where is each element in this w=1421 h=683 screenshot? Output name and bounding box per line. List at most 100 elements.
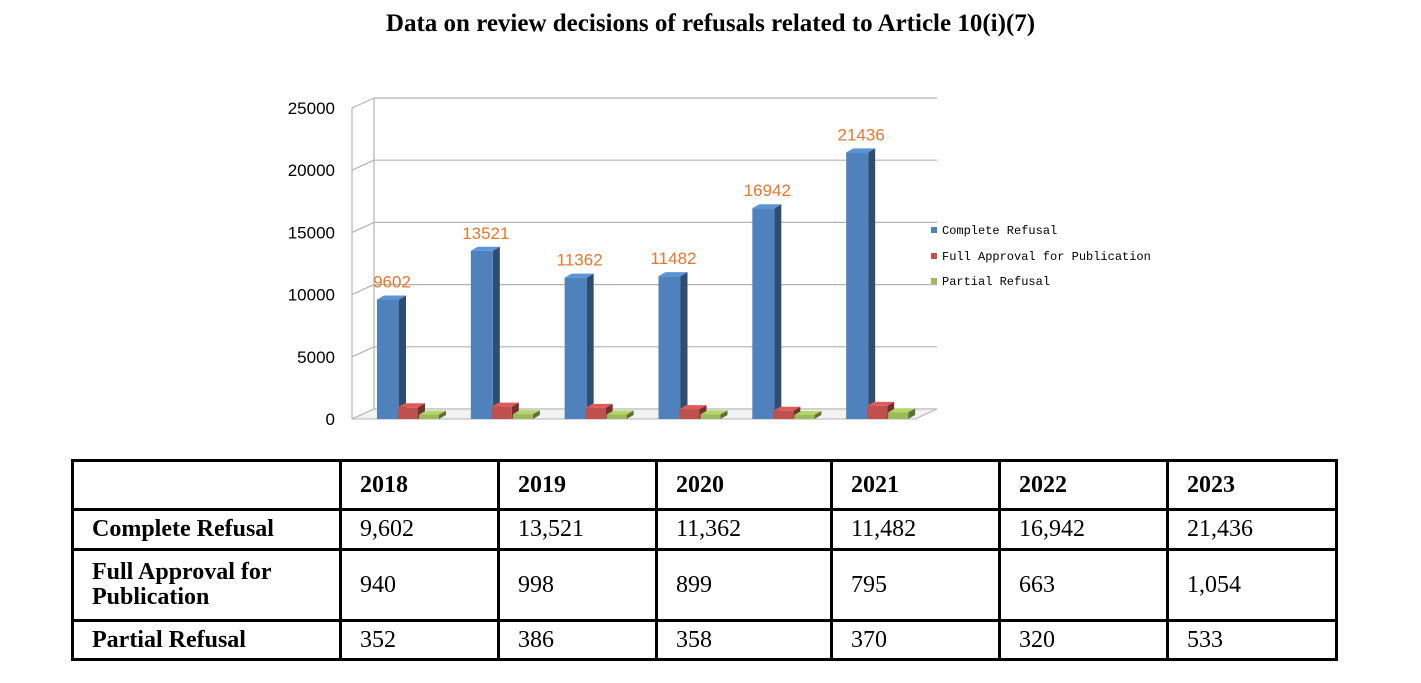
bar-top: [512, 410, 540, 415]
table-row: Partial Refusal 352 386 358 370 320 533: [71, 619, 1338, 661]
data-label: 16942: [744, 181, 791, 200]
bar: [585, 407, 606, 419]
bar: [846, 152, 869, 419]
legend-marker: [931, 253, 937, 259]
table-header-cell: 2018: [339, 459, 500, 511]
bar-top: [419, 410, 446, 415]
chart-title: Data on review decisions of refusals rel…: [385, 10, 1036, 37]
bar: [679, 409, 700, 419]
legend-marker: [931, 278, 937, 284]
y-tick-label: 0: [326, 410, 335, 429]
gridline-depth: [351, 346, 375, 358]
table-header-cell: 2022: [998, 459, 1169, 511]
bar-top: [846, 148, 876, 153]
bar-side: [532, 410, 540, 419]
table-cell: 11,362: [655, 508, 833, 551]
table-cell: 13,521: [497, 508, 658, 551]
bar-top: [888, 408, 916, 413]
data-label: 13521: [462, 224, 509, 243]
table-cell: 320: [998, 619, 1169, 661]
y-tick-label: 20000: [288, 161, 335, 180]
table-cell: 533: [1166, 619, 1338, 661]
bar: [794, 415, 815, 419]
table-cell: 998: [497, 548, 658, 622]
table-cell: 9,602: [339, 508, 500, 551]
bar: [752, 208, 775, 419]
table-header-cell: 2019: [497, 459, 658, 511]
data-label: 9602: [373, 273, 411, 292]
bar: [658, 276, 681, 419]
table-cell: 795: [830, 548, 1001, 622]
bar: [419, 414, 439, 419]
table-cell: 386: [497, 619, 658, 661]
row-label: Full Approval for Publication: [71, 548, 342, 622]
bar-side: [439, 410, 446, 419]
bar-top: [700, 410, 728, 415]
bar-side: [774, 204, 782, 419]
legend-label: Complete Refusal: [942, 224, 1057, 238]
bar-top: [773, 406, 801, 411]
bar: [700, 414, 721, 419]
row-label: Complete Refusal: [71, 508, 342, 551]
table-cell: 352: [339, 619, 500, 661]
bar-side: [680, 272, 688, 419]
table-cell: 11,482: [830, 508, 1001, 551]
gridline-depth: [351, 97, 375, 109]
bar-side: [868, 148, 876, 419]
bar-top: [794, 411, 822, 416]
table-header-cell: 2023: [1166, 459, 1338, 511]
bar-side: [814, 411, 822, 419]
table-cell: 1,054: [1166, 548, 1338, 622]
bar-top: [606, 410, 634, 415]
bar-top: [585, 403, 613, 408]
table-row: Complete Refusal 9,602 13,521 11,362 11,…: [71, 508, 1338, 551]
data-table: 2018 2019 2020 2021 2022 2023 Complete R…: [71, 459, 1338, 661]
table-cell: 663: [998, 548, 1169, 622]
table-header-cell: 2020: [655, 459, 833, 511]
y-tick-label: 5000: [297, 348, 335, 367]
bar: [398, 407, 418, 419]
bar: [888, 412, 909, 419]
table-cell: 16,942: [998, 508, 1169, 551]
data-label: 11482: [650, 249, 696, 268]
table-cell: 370: [830, 619, 1001, 661]
bar-side: [399, 295, 406, 419]
table-cell: 21,436: [1166, 508, 1338, 551]
bar-top: [752, 204, 782, 209]
table-header-empty: [71, 459, 342, 511]
gridline-depth: [351, 284, 375, 296]
y-tick-label: 10000: [288, 286, 335, 305]
bar: [512, 414, 533, 419]
legend-label: Full Approval for Publication: [942, 250, 1151, 264]
bar: [606, 414, 627, 419]
bar: [773, 410, 794, 419]
bar-side: [908, 408, 916, 419]
bar: [377, 299, 399, 419]
gridline-depth: [351, 159, 375, 171]
bar-side: [492, 246, 500, 419]
bar-top: [377, 295, 406, 300]
gridline-depth: [351, 221, 375, 233]
bar-top: [564, 273, 594, 278]
table-cell: 899: [655, 548, 833, 622]
row-label: Partial Refusal: [71, 619, 342, 661]
table-header-row: 2018 2019 2020 2021 2022 2023: [71, 459, 1338, 511]
bar: [564, 277, 587, 419]
bar-side: [720, 410, 728, 419]
bar: [867, 405, 888, 419]
table-header-cell: 2021: [830, 459, 1001, 511]
legend-marker: [931, 227, 937, 233]
bar-side: [626, 410, 634, 419]
bar-top: [398, 403, 425, 408]
bar-chart: 0 5000 10000 15000 20000 25000 9602 13521 11362 1…: [288, 97, 1151, 429]
data-label: 11362: [557, 251, 603, 270]
data-label: 21436: [838, 125, 885, 144]
bar-top: [867, 401, 895, 406]
table-cell: 940: [339, 548, 500, 622]
y-tick-label: 15000: [288, 223, 335, 242]
bar-top: [491, 402, 519, 407]
legend-label: Partial Refusal: [942, 275, 1050, 289]
bar: [470, 250, 493, 419]
y-tick-label: 25000: [288, 99, 335, 118]
table-cell: 358: [655, 619, 833, 661]
